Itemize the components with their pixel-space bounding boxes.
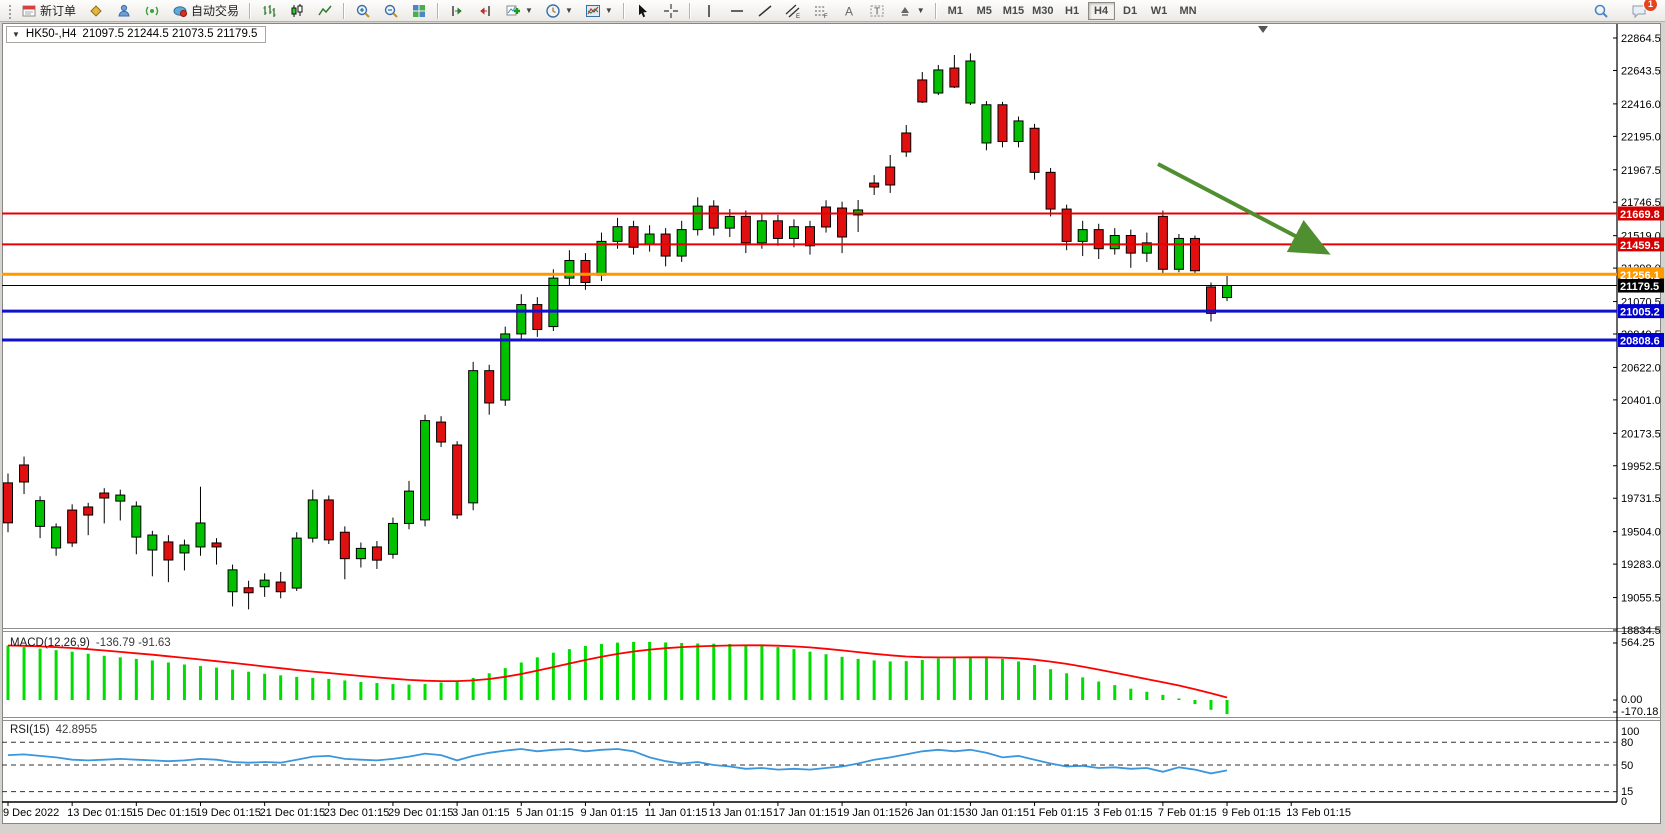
chart-title-ohlc: 21097.5 21244.5 21073.5 21179.5	[82, 28, 258, 40]
new-order-icon	[22, 5, 36, 16]
toolbar: 新订单 自动交易	[0, 0, 1665, 22]
channel-icon: E	[785, 4, 800, 19]
fibonacci-button[interactable]: F	[808, 1, 834, 21]
macd-label: MACD(12,26,9)	[10, 637, 90, 649]
tile-windows-button[interactable]	[406, 1, 432, 21]
toolbar-separator	[622, 2, 625, 19]
chart-window[interactable]	[2, 23, 1661, 824]
crosshair-button[interactable]	[658, 1, 684, 21]
vertical-line-button[interactable]	[696, 1, 722, 21]
chart-shift-icon	[480, 5, 490, 16]
profiles-icon	[118, 4, 130, 16]
rsi-value: 42.8955	[55, 724, 98, 736]
signals-icon	[145, 6, 159, 15]
styler-icon	[90, 4, 102, 17]
chart-title-box[interactable]: ▼ HK50-,H4 21097.5 21244.5 21073.5 21179…	[6, 26, 267, 43]
cursor-icon	[638, 4, 647, 17]
chart-title-symbol: HK50-,H4	[25, 28, 77, 40]
arrows-icon	[900, 6, 909, 16]
auto-scroll-icon	[452, 5, 462, 16]
text-label-button[interactable]: T	[864, 1, 890, 21]
dropdown-caret: ▼	[916, 6, 925, 15]
toolbar-grip	[7, 2, 12, 19]
timeframe-w1[interactable]: W1	[1146, 2, 1173, 20]
trendline-icon	[758, 4, 772, 17]
macd-values: -136.79 -91.63	[95, 637, 171, 649]
timeframe-mn[interactable]: MN	[1175, 2, 1202, 20]
dropdown-caret: ▼	[525, 6, 533, 15]
auto-trading-label: 自动交易	[191, 4, 240, 18]
tile-windows-icon	[413, 4, 426, 17]
candlestick-chart-button[interactable]	[284, 1, 310, 21]
auto-trading-button[interactable]: 自动交易	[167, 1, 244, 21]
timeframe-m30[interactable]: M30	[1029, 2, 1056, 20]
timeframe-m5[interactable]: M5	[971, 2, 998, 20]
zoom-in-button[interactable]	[350, 1, 376, 21]
search-button[interactable]	[1588, 1, 1614, 21]
macd-pane-label: MACD(12,26,9) -136.79 -91.63	[10, 637, 171, 649]
dropdown-caret: ▼	[564, 6, 573, 15]
svg-text:E: E	[796, 14, 800, 19]
horizontal-line-button[interactable]	[724, 1, 750, 21]
svg-text:A: A	[845, 4, 853, 18]
toolbar-separator	[249, 2, 252, 19]
zoom-out-icon	[384, 4, 398, 18]
timeframe-m15[interactable]: M15	[1000, 2, 1027, 20]
zoom-out-button[interactable]	[378, 1, 404, 21]
search-icon	[1594, 4, 1608, 18]
cursor-button[interactable]	[630, 1, 656, 21]
text-button[interactable]: A	[836, 1, 862, 21]
fibonacci-icon: F	[814, 6, 828, 19]
line-chart-button[interactable]	[312, 1, 338, 21]
profiles-button[interactable]	[111, 1, 137, 21]
periods-button[interactable]: ▼	[540, 1, 578, 21]
trendline-button[interactable]	[752, 1, 778, 21]
signals-button[interactable]	[139, 1, 165, 21]
new-order-label: 新订单	[40, 4, 77, 18]
timeframe-h1[interactable]: H1	[1059, 2, 1086, 20]
notification-badge: 1	[1643, 0, 1658, 12]
rsi-label: RSI(15)	[10, 724, 50, 736]
arrows-button[interactable]: ▼	[892, 1, 930, 21]
one-click-collapse-icon[interactable]: ▼	[12, 29, 20, 39]
toolbar-separator	[343, 2, 346, 19]
crosshair-icon	[663, 3, 678, 18]
toolbar-separator	[688, 2, 691, 19]
clock-icon	[546, 3, 560, 18]
indicators-add-icon	[506, 5, 521, 15]
new-order-button[interactable]: 新订单	[16, 1, 81, 21]
text-icon: A	[845, 4, 853, 18]
auto-trading-icon	[173, 5, 188, 17]
horizontal-line-icon	[730, 9, 743, 12]
dropdown-caret: ▼	[604, 6, 613, 15]
rsi-pane-label: RSI(15) 42.8955	[10, 724, 97, 736]
timeframe-m1[interactable]: M1	[942, 2, 969, 20]
toolbar-right-group: 1	[1587, 0, 1661, 21]
bar-chart-icon	[263, 4, 276, 17]
indicators-button[interactable]: ▼	[500, 1, 538, 21]
line-chart-icon	[318, 5, 332, 15]
toolbar-separator	[437, 2, 440, 19]
chart-shift-button[interactable]	[472, 1, 498, 21]
timeframe-group: M1 M5 M15 M30 H1 H4 D1 W1 MN	[941, 1, 1203, 20]
candlestick-chart-icon	[291, 3, 303, 17]
svg-text:T: T	[874, 6, 880, 17]
notifications-button[interactable]: 1	[1626, 0, 1658, 21]
text-label-icon: T	[870, 5, 884, 17]
styler-button[interactable]	[83, 1, 109, 21]
zoom-in-icon	[356, 4, 370, 18]
auto-scroll-button[interactable]	[444, 1, 470, 21]
equidistant-channel-button[interactable]: E	[780, 1, 806, 21]
timeframe-d1[interactable]: D1	[1117, 2, 1144, 20]
svg-text:F: F	[824, 14, 828, 19]
templates-button[interactable]: ▼	[580, 1, 618, 21]
timeframe-h4[interactable]: H4	[1087, 1, 1115, 20]
bar-chart-button[interactable]	[256, 1, 282, 21]
template-icon	[585, 4, 600, 17]
vertical-line-icon	[708, 4, 710, 17]
toolbar-separator	[934, 2, 937, 19]
